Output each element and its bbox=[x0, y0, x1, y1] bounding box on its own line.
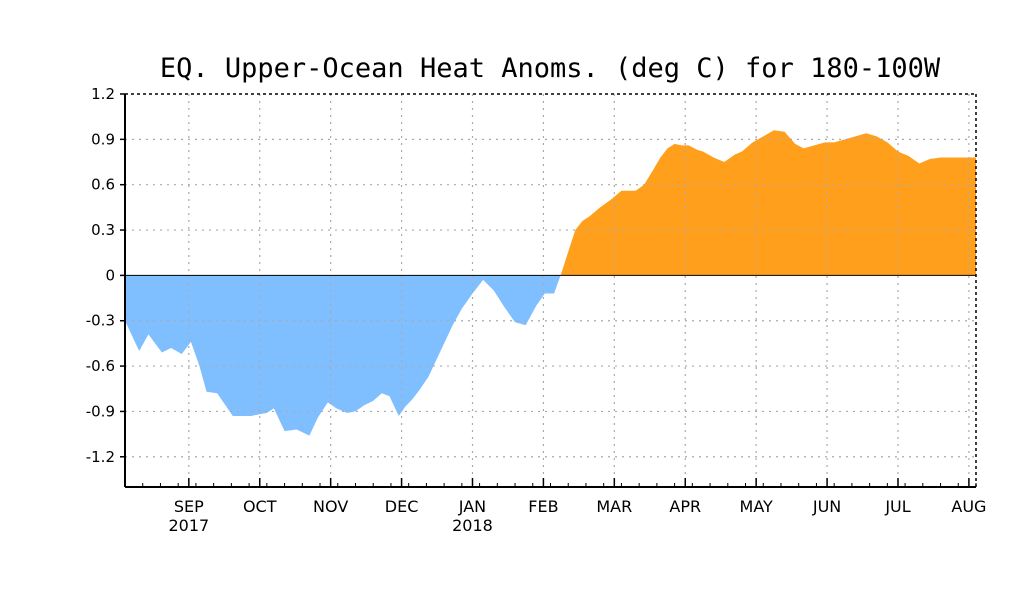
x-tick-year-label: 2017 bbox=[168, 516, 209, 535]
y-tick-label: 0.3 bbox=[91, 221, 115, 239]
y-tick-label: 0 bbox=[105, 266, 115, 284]
x-tick-label: NOV bbox=[313, 497, 348, 516]
y-tick-label: -0.6 bbox=[86, 357, 115, 375]
x-tick-label: JUN bbox=[812, 497, 841, 516]
positive-anomaly-area bbox=[125, 130, 976, 276]
fill-layer bbox=[125, 130, 976, 436]
x-tick-label: MAY bbox=[740, 497, 774, 516]
x-tick-year-label: 2018 bbox=[452, 516, 493, 535]
x-tick-label: SEP bbox=[174, 497, 204, 516]
x-tick-label: DEC bbox=[385, 497, 419, 516]
y-tick-label: -0.3 bbox=[86, 312, 115, 330]
x-tick-label: AUG bbox=[951, 497, 986, 516]
y-tick-label: 1.2 bbox=[91, 85, 115, 103]
negative-anomaly-area bbox=[125, 275, 976, 436]
axis-layer bbox=[120, 93, 977, 488]
x-tick-label: JUL bbox=[884, 497, 910, 516]
x-tick-label: JAN bbox=[458, 497, 486, 516]
x-tick-label: MAR bbox=[596, 497, 632, 516]
grid-layer bbox=[125, 94, 976, 487]
chart-title: EQ. Upper-Ocean Heat Anoms. (deg C) for … bbox=[160, 53, 941, 84]
x-tick-label: APR bbox=[669, 497, 701, 516]
y-tick-label: 0.6 bbox=[91, 176, 115, 194]
x-tick-label: FEB bbox=[528, 497, 558, 516]
y-tick-label: -1.2 bbox=[86, 448, 115, 466]
y-tick-label: 0.9 bbox=[91, 130, 115, 148]
x-tick-label: OCT bbox=[243, 497, 277, 516]
y-tick-label: -0.9 bbox=[86, 402, 115, 420]
